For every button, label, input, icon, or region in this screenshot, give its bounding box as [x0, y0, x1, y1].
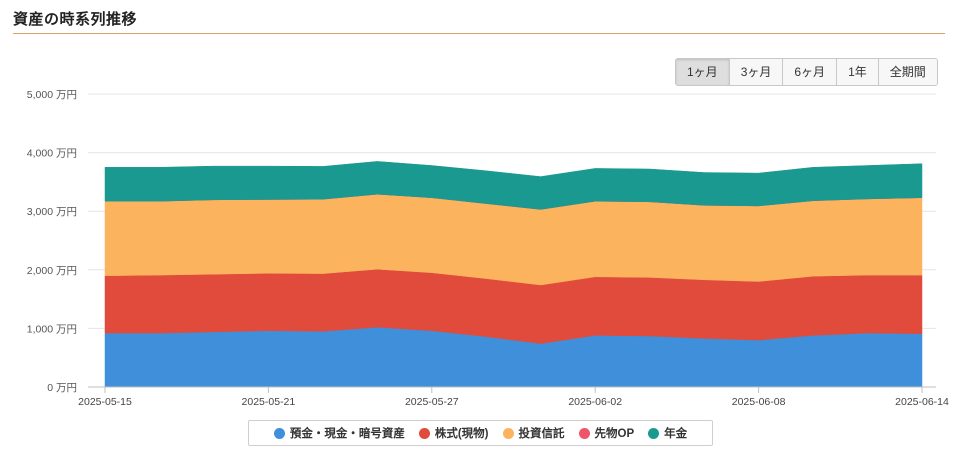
legend-label-stocks: 株式(現物): [434, 428, 489, 440]
legend-label-pension: 年金: [664, 428, 688, 440]
x-tick-label: 2025-06-08: [732, 396, 786, 408]
page-title: 資産の時系列推移: [13, 11, 138, 28]
y-tick-label: 3,000 万円: [27, 206, 77, 218]
y-tick-label: 1,000 万円: [27, 323, 77, 335]
y-tick-label: 4,000 万円: [27, 148, 77, 160]
legend-label-cash: 預金・現金・暗号資産: [289, 428, 405, 440]
legend-dot-funds: [502, 427, 514, 439]
legend-item-cash[interactable]: 預金・現金・暗号資産: [273, 425, 405, 441]
title-divider: [13, 33, 945, 34]
legend-dot-pension: [648, 427, 660, 439]
legend-item-stocks[interactable]: 株式(現物): [418, 425, 489, 441]
x-tick-label: 2025-06-02: [568, 396, 622, 408]
range-3m-button[interactable]: 3ヶ月: [728, 59, 783, 85]
legend-label-futures: 先物OP: [594, 428, 635, 440]
legend-dot-stocks: [418, 427, 430, 439]
x-tick-label: 2025-05-27: [405, 396, 459, 408]
range-1y-button[interactable]: 1年: [836, 59, 878, 85]
legend-label-funds: 投資信託: [518, 428, 565, 440]
legend-item-pension[interactable]: 年金: [648, 425, 687, 441]
range-all-button[interactable]: 全期間: [877, 59, 937, 85]
range-1m-button[interactable]: 1ヶ月: [676, 59, 729, 85]
x-tick-label: 2025-06-14: [895, 396, 949, 408]
legend-item-futures[interactable]: 先物OP: [578, 425, 635, 441]
x-tick-label: 2025-05-15: [78, 396, 132, 408]
y-tick-label: 5,000 万円: [27, 89, 77, 101]
area-series-2: [104, 193, 923, 286]
y-tick-label: 0 万円: [47, 382, 77, 394]
range-6m-button[interactable]: 6ヶ月: [782, 59, 837, 85]
legend-dot-cash: [273, 427, 285, 439]
legend-dot-futures: [578, 427, 590, 439]
asset-area-chart: 0 万円 1,000 万円 2,000 万円 3,000 万円 4,000 万円 5,00…: [27, 89, 949, 408]
area-series-4: [104, 161, 923, 210]
y-tick-label: 2,000 万円: [27, 265, 77, 277]
x-tick-label: 2025-05-21: [242, 396, 296, 408]
legend-item-funds[interactable]: 投資信託: [502, 425, 565, 441]
chart-legend: 預金・現金・暗号資産 株式(現物) 投資信託 先物OP 年金: [248, 420, 713, 446]
range-selector: 1ヶ月 3ヶ月 6ヶ月 1年 全期間: [675, 58, 938, 86]
